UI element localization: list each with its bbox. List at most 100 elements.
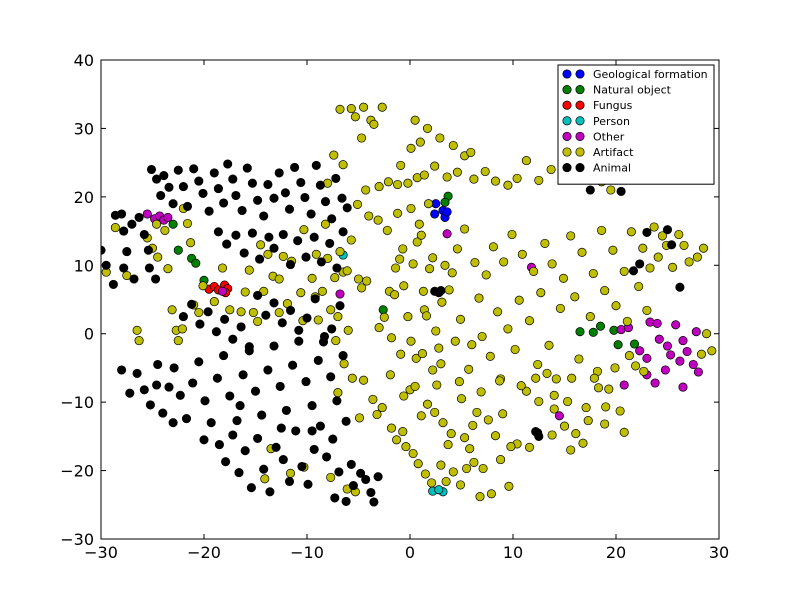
data-point-animal	[285, 260, 296, 270]
data-point-artifact	[342, 266, 352, 276]
data-point-other	[682, 346, 692, 357]
legend-frame	[557, 64, 715, 185]
data-point-animal	[334, 467, 344, 477]
data-point-animal	[236, 322, 246, 332]
data-point-animal	[290, 162, 300, 172]
data-point-natural-object	[588, 327, 598, 337]
data-point-artifact	[353, 274, 364, 284]
data-point-animal	[662, 225, 673, 235]
data-point-artifact	[452, 167, 462, 177]
data-point-artifact	[274, 307, 284, 318]
data-point-artifact	[399, 281, 409, 291]
data-point-animal	[168, 199, 178, 209]
legend-label-person: Person	[593, 115, 630, 128]
data-point-artifact	[570, 292, 580, 302]
data-point-artifact	[593, 383, 604, 393]
data-point-animal	[200, 396, 210, 406]
data-point-artifact	[460, 224, 470, 234]
data-point-animal	[225, 391, 235, 401]
data-point-artifact	[639, 366, 649, 376]
data-point-animal	[119, 226, 129, 236]
data-point-artifact	[422, 123, 433, 133]
data-point-animal	[238, 370, 248, 380]
data-point-animal	[274, 168, 284, 178]
data-point-animal	[209, 168, 219, 178]
data-point-artifact	[416, 230, 426, 240]
data-point-artifact	[346, 235, 356, 245]
data-point-animal	[144, 263, 154, 273]
data-point-artifact	[512, 173, 522, 183]
data-point-artifact	[467, 340, 477, 350]
data-point-animal	[309, 444, 319, 454]
data-point-artifact	[434, 343, 444, 353]
data-point-artifact	[436, 460, 446, 470]
data-point-artifact	[311, 249, 321, 259]
data-point-artifact	[566, 445, 576, 455]
data-point-artifact	[430, 161, 440, 171]
data-point-animal	[275, 381, 285, 391]
legend-label-other: Other	[593, 130, 625, 143]
data-point-artifact	[514, 295, 524, 305]
data-point-artifact	[385, 370, 395, 380]
data-point-other	[554, 411, 564, 421]
data-point-artifact	[296, 288, 306, 298]
data-point-artifact	[160, 225, 170, 235]
data-point-animal	[244, 342, 254, 352]
data-point-other	[217, 286, 228, 296]
data-point-animal	[203, 307, 213, 317]
data-point-natural-object	[575, 327, 585, 337]
data-point-animal	[129, 274, 139, 284]
data-point-animal	[667, 240, 677, 250]
data-point-artifact	[412, 237, 422, 247]
data-point-artifact	[167, 305, 177, 315]
data-point-artifact	[496, 455, 506, 465]
data-point-artifact	[373, 215, 383, 225]
data-point-artifact	[408, 448, 418, 459]
data-point-artifact	[307, 273, 317, 283]
data-point-artifact	[657, 231, 667, 241]
data-point-animal	[143, 245, 153, 255]
data-point-artifact	[410, 381, 420, 391]
data-point-artifact	[510, 344, 520, 355]
data-point-artifact	[679, 240, 689, 250]
data-point-artifact	[521, 386, 531, 396]
data-point-other	[654, 334, 664, 344]
data-point-artifact	[702, 329, 712, 339]
data-point-artifact	[377, 403, 387, 413]
data-point-artifact	[417, 349, 427, 359]
data-point-artifact	[198, 281, 208, 291]
data-point-artifact	[428, 253, 438, 263]
data-point-artifact	[563, 396, 573, 407]
data-point-artifact	[263, 249, 273, 259]
data-point-other	[335, 289, 345, 299]
y-tick-label: −10	[60, 393, 94, 412]
data-point-artifact	[692, 252, 702, 262]
data-point-artifact	[362, 276, 372, 286]
data-point-artifact	[486, 489, 496, 499]
data-point-artifact	[452, 244, 462, 254]
legend-marker-other	[575, 131, 585, 141]
data-point-artifact	[466, 147, 476, 157]
data-point-artifact	[392, 435, 402, 445]
data-point-artifact	[631, 361, 641, 371]
data-point-animal	[178, 312, 188, 322]
data-point-animal	[139, 385, 149, 395]
data-point-artifact	[475, 492, 485, 502]
data-point-artifact	[483, 415, 493, 425]
data-point-artifact	[428, 365, 438, 375]
data-point-animal	[284, 476, 295, 487]
legend: Geological formation Natural object Fungus…	[557, 64, 715, 185]
data-point-animal	[310, 294, 320, 304]
data-point-other	[642, 353, 652, 363]
data-point-animal	[278, 455, 288, 465]
data-point-animal	[214, 440, 224, 450]
data-point-artifact	[583, 416, 593, 426]
data-point-artifact	[493, 307, 503, 317]
data-point-artifact	[152, 219, 162, 229]
data-point-artifact	[420, 469, 430, 479]
x-tick-label: −20	[187, 543, 221, 562]
data-point-artifact	[410, 115, 420, 125]
series-artifact	[101, 102, 717, 502]
data-point-artifact	[638, 243, 648, 253]
data-point-artifact	[368, 394, 378, 404]
